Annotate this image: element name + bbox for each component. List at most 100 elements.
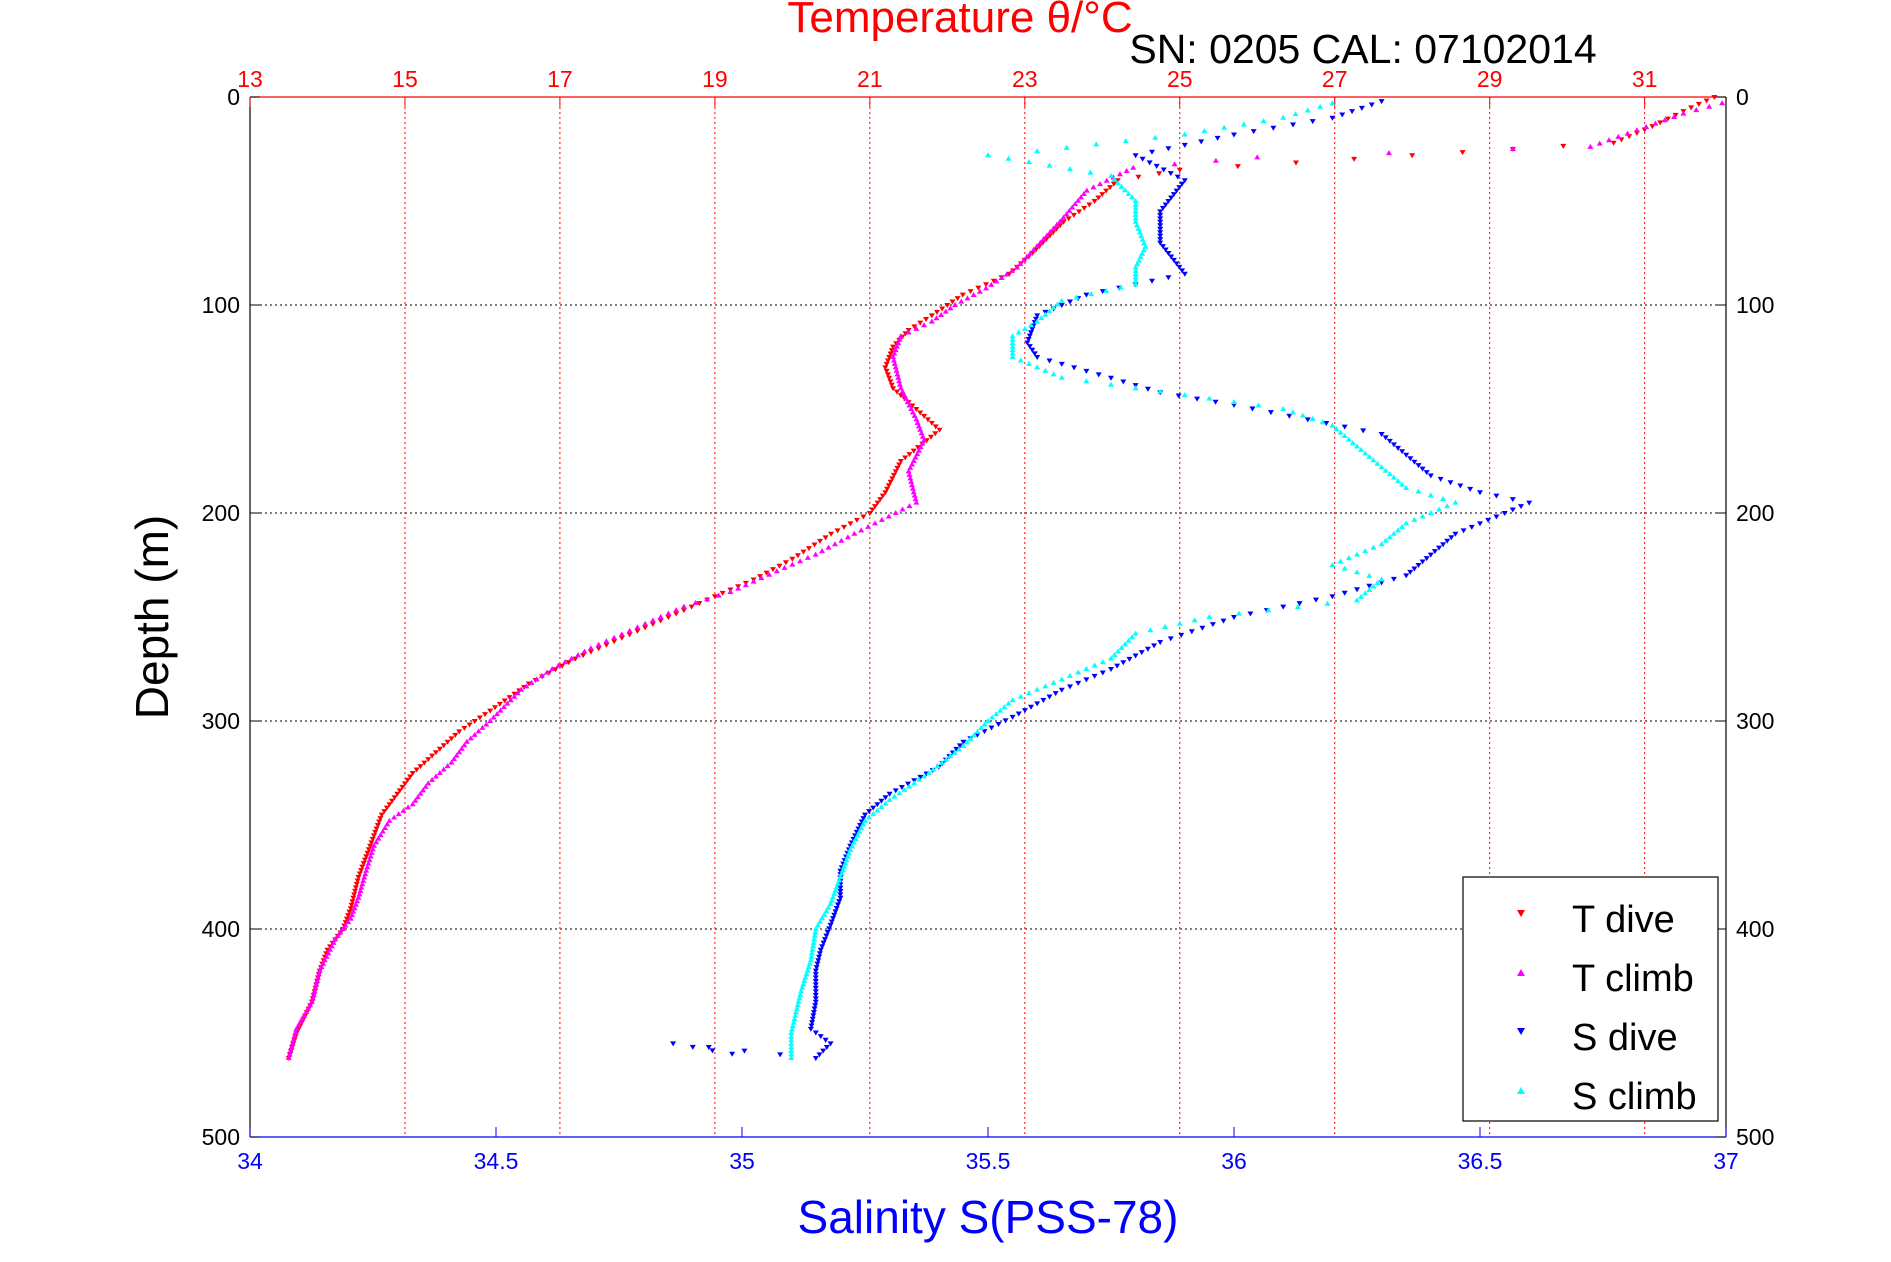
- y-tick-label-left: 0: [227, 84, 240, 110]
- data-point: [809, 946, 816, 952]
- data-point: [822, 535, 829, 541]
- data-point: [1386, 534, 1393, 540]
- data-point: [928, 420, 935, 426]
- data-point: [307, 1002, 314, 1008]
- data-point: [1125, 190, 1132, 196]
- data-point: [909, 409, 916, 415]
- data-point: [479, 724, 486, 730]
- data-point: [429, 753, 436, 759]
- data-point: [974, 728, 981, 734]
- s-dive-marker-icon: [1517, 1028, 1525, 1035]
- data-point: [932, 431, 939, 437]
- data-point: [1254, 154, 1261, 160]
- data-point: [501, 698, 508, 704]
- data-point: [894, 371, 901, 377]
- data-point: [788, 1054, 795, 1060]
- data-point: [1419, 466, 1426, 472]
- data-point: [475, 728, 482, 734]
- data-point: [1403, 485, 1410, 491]
- data-point: [1351, 156, 1358, 162]
- data-point: [581, 648, 588, 654]
- data-point: [813, 965, 820, 971]
- data-point: [789, 1026, 796, 1032]
- data-point: [886, 791, 893, 797]
- data-point: [436, 746, 443, 752]
- data-point: [797, 991, 804, 997]
- data-point: [970, 292, 977, 298]
- data-point: [1165, 146, 1172, 152]
- data-point: [890, 354, 897, 359]
- data-point: [1151, 643, 1158, 649]
- data-point: [821, 911, 828, 917]
- data-point: [1083, 378, 1090, 384]
- data-point: [309, 995, 316, 1001]
- data-point: [963, 739, 970, 745]
- data-point: [896, 336, 903, 342]
- data-point: [1526, 500, 1533, 506]
- data-point: [1415, 488, 1422, 494]
- data-point: [420, 787, 427, 793]
- data-point: [810, 939, 817, 945]
- temperature-tick-label: 25: [1167, 66, 1193, 92]
- data-point: [790, 1019, 797, 1025]
- data-point: [1415, 563, 1422, 568]
- data-point: [1067, 684, 1073, 690]
- y-tick-label-right: 400: [1736, 916, 1774, 942]
- data-point: [834, 528, 841, 534]
- data-point: [990, 278, 997, 284]
- data-point: [811, 936, 818, 942]
- data-point: [1299, 412, 1306, 418]
- data-point: [1358, 446, 1365, 452]
- data-point: [634, 624, 641, 630]
- data-point: [359, 864, 366, 870]
- data-point: [789, 1023, 796, 1029]
- data-point: [1176, 185, 1183, 191]
- y-tick-label-right: 200: [1736, 500, 1774, 526]
- data-point: [1358, 105, 1365, 111]
- data-point: [494, 711, 501, 717]
- data-point: [1370, 583, 1377, 589]
- data-point: [887, 379, 894, 385]
- data-point: [288, 1044, 295, 1050]
- data-point: [952, 302, 959, 307]
- data-point: [891, 360, 898, 366]
- data-point: [482, 712, 489, 718]
- data-point: [815, 958, 822, 964]
- data-point: [351, 905, 358, 911]
- data-point: [1179, 181, 1186, 187]
- data-point: [844, 853, 851, 859]
- data-point: [1378, 464, 1385, 470]
- data-point: [1333, 426, 1340, 432]
- data-point: [711, 594, 718, 600]
- data-point: [595, 646, 602, 652]
- data-point: [1680, 110, 1687, 116]
- data-point: [809, 1016, 816, 1022]
- y-tick-label-right: 300: [1736, 708, 1774, 734]
- data-point: [983, 285, 990, 291]
- data-point: [893, 367, 900, 373]
- data-point: [618, 635, 625, 641]
- data-point: [1345, 436, 1352, 442]
- data-point: [1002, 718, 1009, 724]
- data-point: [898, 785, 905, 791]
- data-point: [432, 773, 439, 779]
- data-point: [1052, 691, 1059, 697]
- data-point: [603, 638, 610, 644]
- salinity-tick-label: 34: [237, 1148, 263, 1174]
- data-point: [742, 582, 749, 588]
- data-point: [842, 860, 849, 866]
- data-point: [1214, 135, 1221, 141]
- data-point: [1448, 535, 1455, 541]
- data-point: [806, 960, 813, 966]
- data-point: [1624, 130, 1631, 136]
- data-point: [1107, 185, 1114, 191]
- data-point: [831, 912, 838, 918]
- legend: T dive T climb S dive S climb: [1462, 876, 1719, 1122]
- data-point: [1477, 521, 1483, 527]
- data-point: [872, 520, 879, 526]
- data-point: [1028, 330, 1035, 336]
- data-point: [448, 736, 455, 742]
- data-point: [841, 863, 848, 869]
- data-point: [1181, 271, 1188, 277]
- data-point: [1452, 531, 1459, 537]
